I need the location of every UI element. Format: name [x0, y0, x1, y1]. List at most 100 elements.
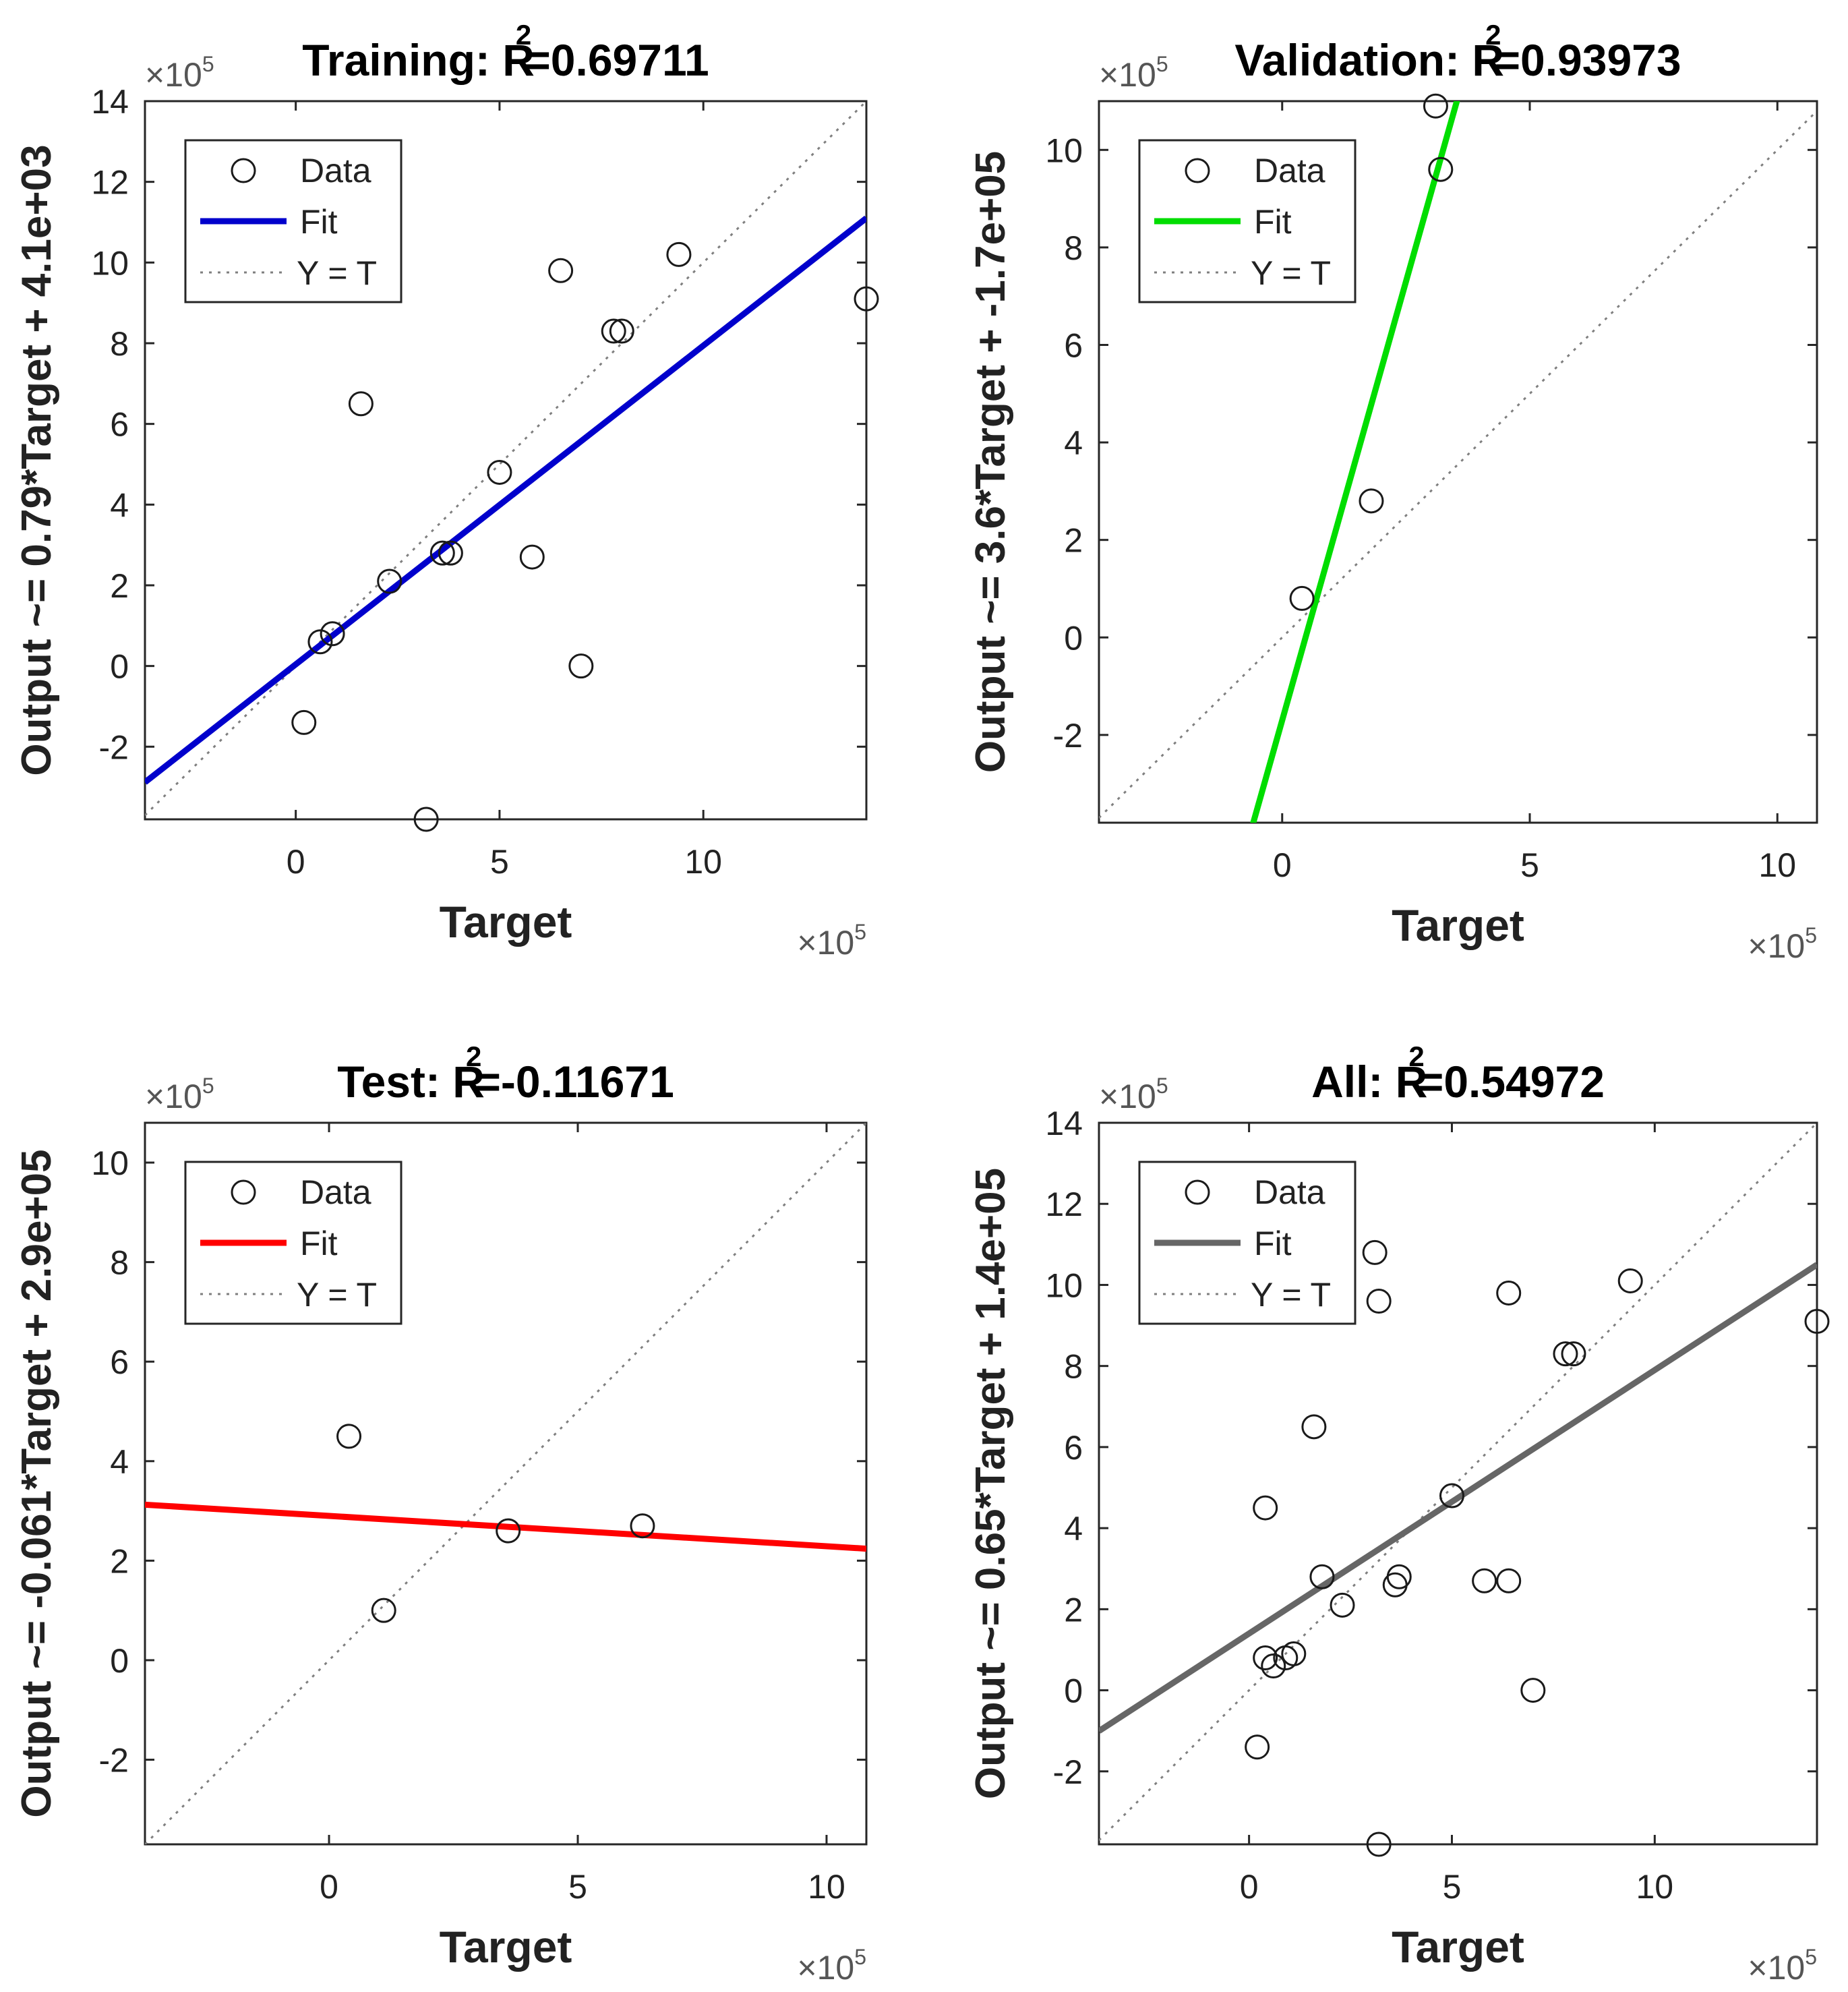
x-tick-label: 0	[287, 843, 305, 881]
y-tick-label: 14	[1045, 1105, 1083, 1142]
legend: Data Fit Y = T	[184, 1161, 403, 1325]
legend: Data Fit Y = T	[184, 139, 403, 303]
y-tick-label: 10	[1045, 1266, 1083, 1304]
y-tick-label: 12	[1045, 1185, 1083, 1223]
legend: Data Fit Y = T	[1138, 139, 1357, 303]
y-multiplier-exponent: 5	[202, 1074, 214, 1098]
y-tick-label: 0	[1064, 619, 1083, 657]
data-point	[1561, 1341, 1586, 1367]
data-point	[496, 1518, 521, 1544]
data-point	[1472, 1568, 1497, 1593]
data-point	[519, 544, 545, 570]
y-multiplier-base: ×10	[145, 1078, 202, 1115]
data-point	[348, 391, 374, 417]
data-point	[291, 709, 317, 735]
legend-data-marker	[1185, 1179, 1210, 1205]
data-point	[1553, 1341, 1578, 1367]
data-point	[1289, 585, 1315, 611]
data-point	[1617, 1268, 1643, 1293]
data-point	[429, 540, 455, 566]
r-squared-value: =-0.11671	[475, 1057, 674, 1107]
x-multiplier-base: ×10	[1748, 927, 1805, 965]
y-tick-label: 10	[91, 244, 129, 282]
x-tick-label: 0	[1273, 846, 1292, 884]
y-tick-label: 12	[91, 164, 129, 202]
x-tick-label: 10	[808, 1868, 845, 1906]
y-axis-label: Output ~= -0.061*Target + 2.9e+05	[13, 1149, 60, 1817]
y-axis-label: Output ~= 0.79*Target + 4.1e+03	[13, 144, 60, 775]
data-point	[548, 258, 574, 283]
y-multiplier-base: ×10	[1099, 1078, 1156, 1115]
x-tick-label: 10	[1636, 1868, 1674, 1906]
data-point	[1253, 1495, 1278, 1521]
y-tick-label: 10	[1045, 131, 1083, 169]
legend-fit-label: Fit	[300, 203, 338, 241]
y-tick-label: -2	[99, 728, 129, 766]
x-multiplier-base: ×10	[797, 924, 854, 962]
data-point	[666, 241, 692, 267]
y-tick-label: 6	[110, 406, 129, 444]
y-tick-label: 10	[91, 1144, 129, 1182]
r-squared-value: =0.69711	[525, 35, 709, 85]
y-tick-label: 6	[110, 1343, 129, 1381]
identity-line	[1099, 1123, 1817, 1842]
r-squared-superscript: 2	[1408, 1041, 1424, 1072]
legend-data-label: Data	[1254, 152, 1325, 189]
y-axis-multiplier: ×105	[1099, 52, 1168, 94]
title-prefix: Test: R	[337, 1057, 485, 1107]
title-prefix: Validation: R	[1234, 35, 1504, 85]
r-squared-superscript: 2	[516, 19, 531, 51]
x-tick-label: 5	[490, 843, 509, 881]
y-axis-multiplier: ×105	[1099, 1074, 1168, 1115]
data-point	[1362, 1239, 1388, 1265]
x-tick-label: 5	[1443, 1868, 1462, 1906]
y-multiplier-base: ×10	[1099, 56, 1156, 94]
x-axis-label: Target	[1392, 1922, 1524, 1972]
legend-data-marker	[231, 158, 256, 183]
y-tick-label: 8	[1064, 229, 1083, 267]
plot-area	[145, 1123, 866, 1844]
y-tick-label: -2	[99, 1742, 129, 1780]
data-point	[854, 286, 879, 312]
y-tick-label: 4	[1064, 1510, 1083, 1548]
y-tick-label: 6	[1064, 1429, 1083, 1467]
identity-line	[1099, 110, 1817, 819]
y-tick-label: -2	[1053, 1753, 1083, 1791]
data-point	[1496, 1280, 1522, 1306]
y-axis-multiplier: ×105	[145, 52, 214, 94]
data-point	[487, 459, 512, 485]
chart-title: Validation: R2 =0.93973	[1234, 19, 1681, 85]
x-axis-multiplier: ×105	[1748, 923, 1817, 965]
fit-line	[145, 1501, 866, 1552]
y-tick-label: 8	[110, 1244, 129, 1282]
r-squared-superscript: 2	[1485, 19, 1501, 51]
data-point	[1261, 1653, 1286, 1679]
y-multiplier-exponent: 5	[202, 52, 214, 76]
data-point	[1428, 156, 1454, 182]
y-tick-label: 8	[110, 325, 129, 363]
legend-fit-label: Fit	[300, 1225, 338, 1262]
y-tick-label: -2	[1053, 717, 1083, 755]
plot-area	[145, 101, 866, 817]
data-point	[1253, 1645, 1278, 1670]
legend-data-marker	[1185, 158, 1210, 183]
data-point	[1496, 1568, 1522, 1593]
y-axis-label: Output ~= 0.65*Target + 1.4e+05	[967, 1168, 1014, 1799]
title-prefix: Training: R	[302, 35, 535, 85]
data-point	[1439, 1483, 1464, 1508]
legend-identity-label: Y = T	[297, 1276, 377, 1314]
y-tick-label: 6	[1064, 326, 1083, 364]
x-multiplier-base: ×10	[797, 1949, 854, 1987]
legend-identity-label: Y = T	[1251, 254, 1331, 292]
data-point	[320, 621, 345, 647]
data-point	[1309, 1564, 1335, 1589]
legend-data-label: Data	[1254, 1173, 1325, 1211]
title-prefix: All: R	[1311, 1057, 1427, 1107]
y-multiplier-exponent: 5	[1156, 52, 1168, 76]
chart-title: Test: R2 =-0.11671	[337, 1041, 674, 1107]
data-point	[336, 1424, 362, 1449]
legend-identity-label: Y = T	[1251, 1276, 1331, 1314]
x-multiplier-exponent: 5	[1805, 923, 1817, 947]
r-squared-superscript: 2	[466, 1041, 481, 1072]
